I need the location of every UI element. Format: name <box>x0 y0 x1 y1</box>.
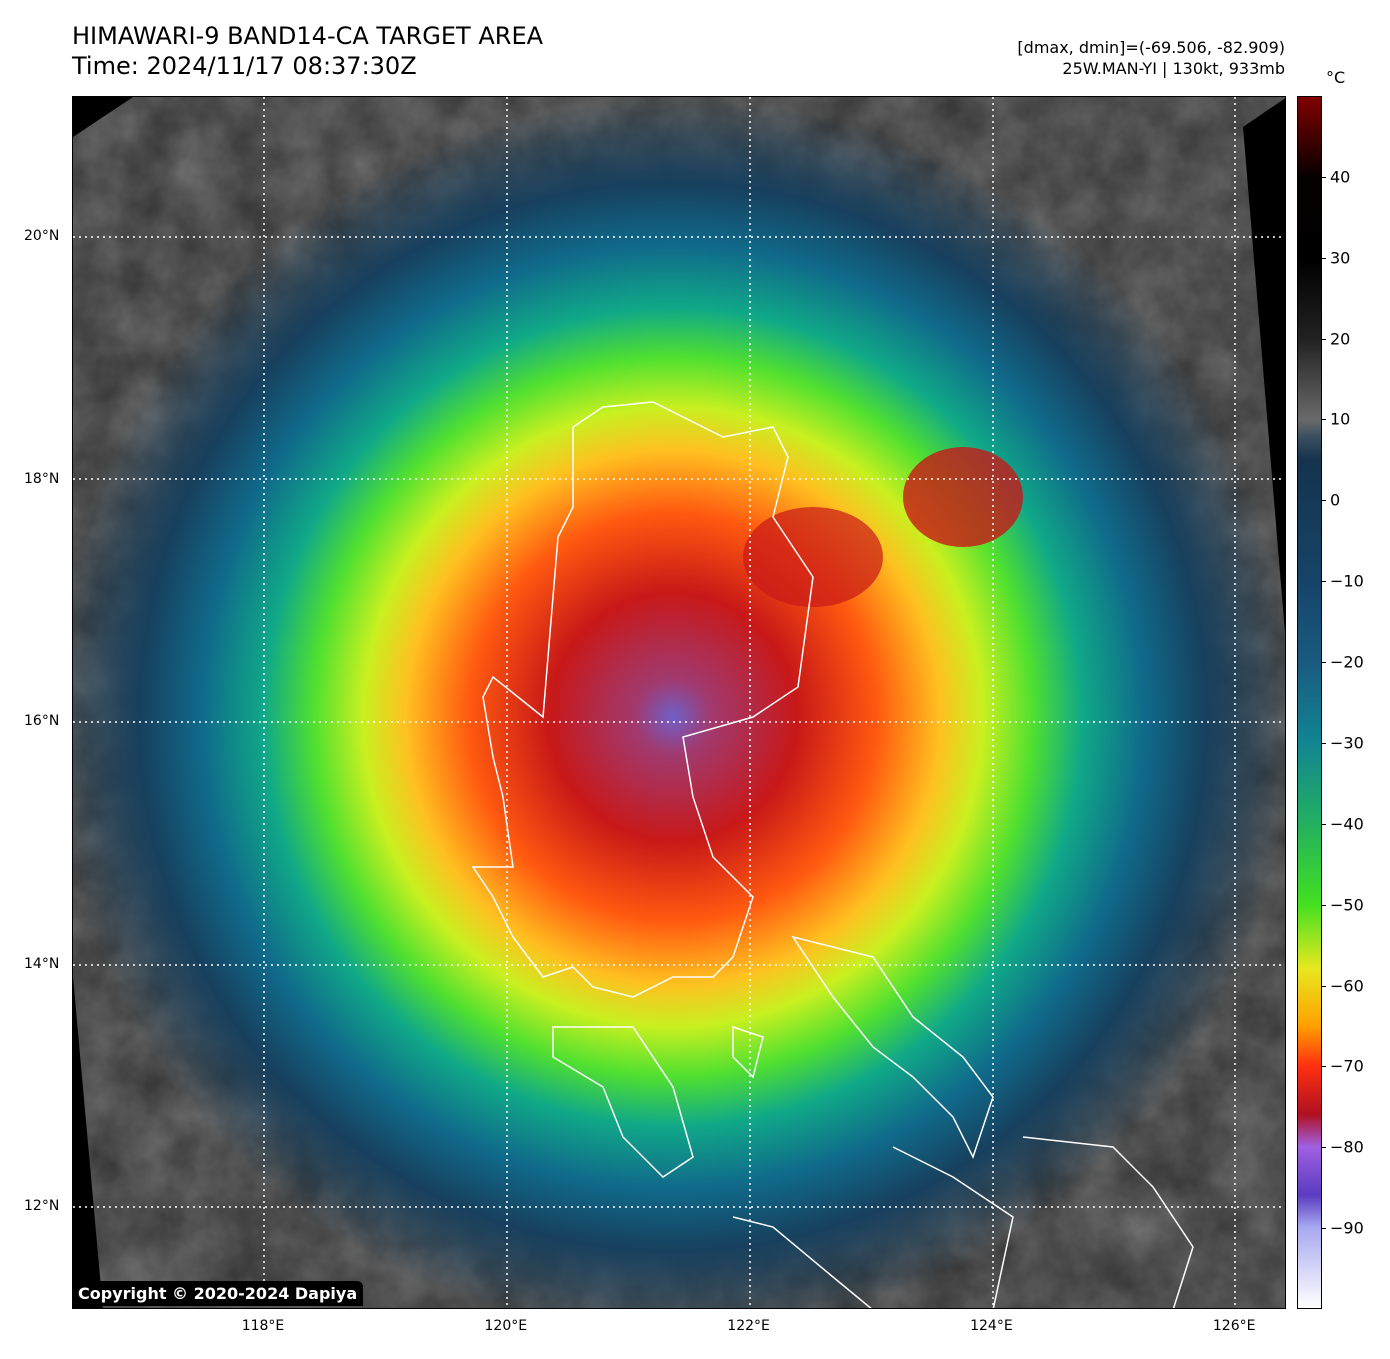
colorbar-tick-mark <box>1322 742 1326 744</box>
coastlines <box>471 401 1194 1308</box>
figure-time: Time: 2024/11/17 08:37:30Z <box>72 52 417 80</box>
y-tick-label: 18°N <box>24 470 60 487</box>
colorbar-tick-label: 30 <box>1330 248 1351 268</box>
dmax-dmin-label: [dmax, dmin]=(-69.506, -82.909) <box>1017 38 1285 57</box>
colorbar-tick-label: 40 <box>1330 167 1351 187</box>
figure-title: HIMAWARI-9 BAND14-CA TARGET AREA <box>72 22 544 50</box>
colorbar-tick-label: −50 <box>1330 895 1364 915</box>
satellite-map <box>72 96 1286 1309</box>
colorbar-tick-label: 20 <box>1330 329 1351 349</box>
y-tick-label: 12°N <box>24 1198 60 1214</box>
colorbar-tick-mark <box>1322 904 1326 906</box>
copyright-label: Copyright © 2020-2024 Dapiya <box>72 1281 364 1306</box>
colorbar-tick-label: −80 <box>1330 1137 1364 1157</box>
colorbar-tick-label: 0 <box>1330 490 1341 510</box>
colorbar <box>1297 96 1322 1309</box>
y-tick-label: 14°N <box>24 955 60 972</box>
gridlines <box>73 97 1285 1308</box>
colorbar-tick-mark <box>1322 1066 1326 1068</box>
colorbar-tick-mark <box>1322 662 1326 664</box>
storm-info-label: 25W.MAN-YI | 130kt, 933mb <box>1062 59 1285 78</box>
x-tick-label: 126°E <box>1212 1318 1256 1334</box>
colorbar-tick-mark <box>1322 1228 1326 1230</box>
colorbar-tick-mark <box>1322 1147 1326 1149</box>
colorbar-tick-mark <box>1322 257 1326 259</box>
colorbar-tick-label: −70 <box>1330 1056 1364 1076</box>
y-tick-label: 20°N <box>24 228 60 244</box>
x-tick-label: 120°E <box>484 1318 528 1334</box>
x-tick-label: 122°E <box>727 1318 770 1334</box>
colorbar-tick-label: 10 <box>1330 409 1351 429</box>
colorbar-tick-mark <box>1322 823 1326 825</box>
colorbar-tick-mark <box>1322 176 1326 178</box>
colorbar-tick-label: −90 <box>1330 1218 1364 1238</box>
x-tick-label: 124°E <box>970 1318 1013 1334</box>
colorbar-tick-mark <box>1322 500 1326 502</box>
ir-imagery <box>73 97 1285 1308</box>
colorbar-tick-mark <box>1322 419 1326 421</box>
colorbar-tick-mark <box>1322 985 1326 987</box>
x-tick-label: 118°E <box>241 1318 285 1334</box>
colorbar-tick-label: −30 <box>1330 733 1364 753</box>
colorbar-tick-label: −60 <box>1330 976 1364 996</box>
colorbar-tick-mark <box>1322 581 1326 583</box>
y-tick-label: 16°N <box>24 713 60 729</box>
colorbar-tick-label: −10 <box>1330 571 1364 591</box>
colorbar-tick-label: −40 <box>1330 814 1364 834</box>
colorbar-unit: °C <box>1326 68 1346 87</box>
colorbar-tick-label: −20 <box>1330 652 1364 672</box>
colorbar-tick-mark <box>1322 338 1326 340</box>
